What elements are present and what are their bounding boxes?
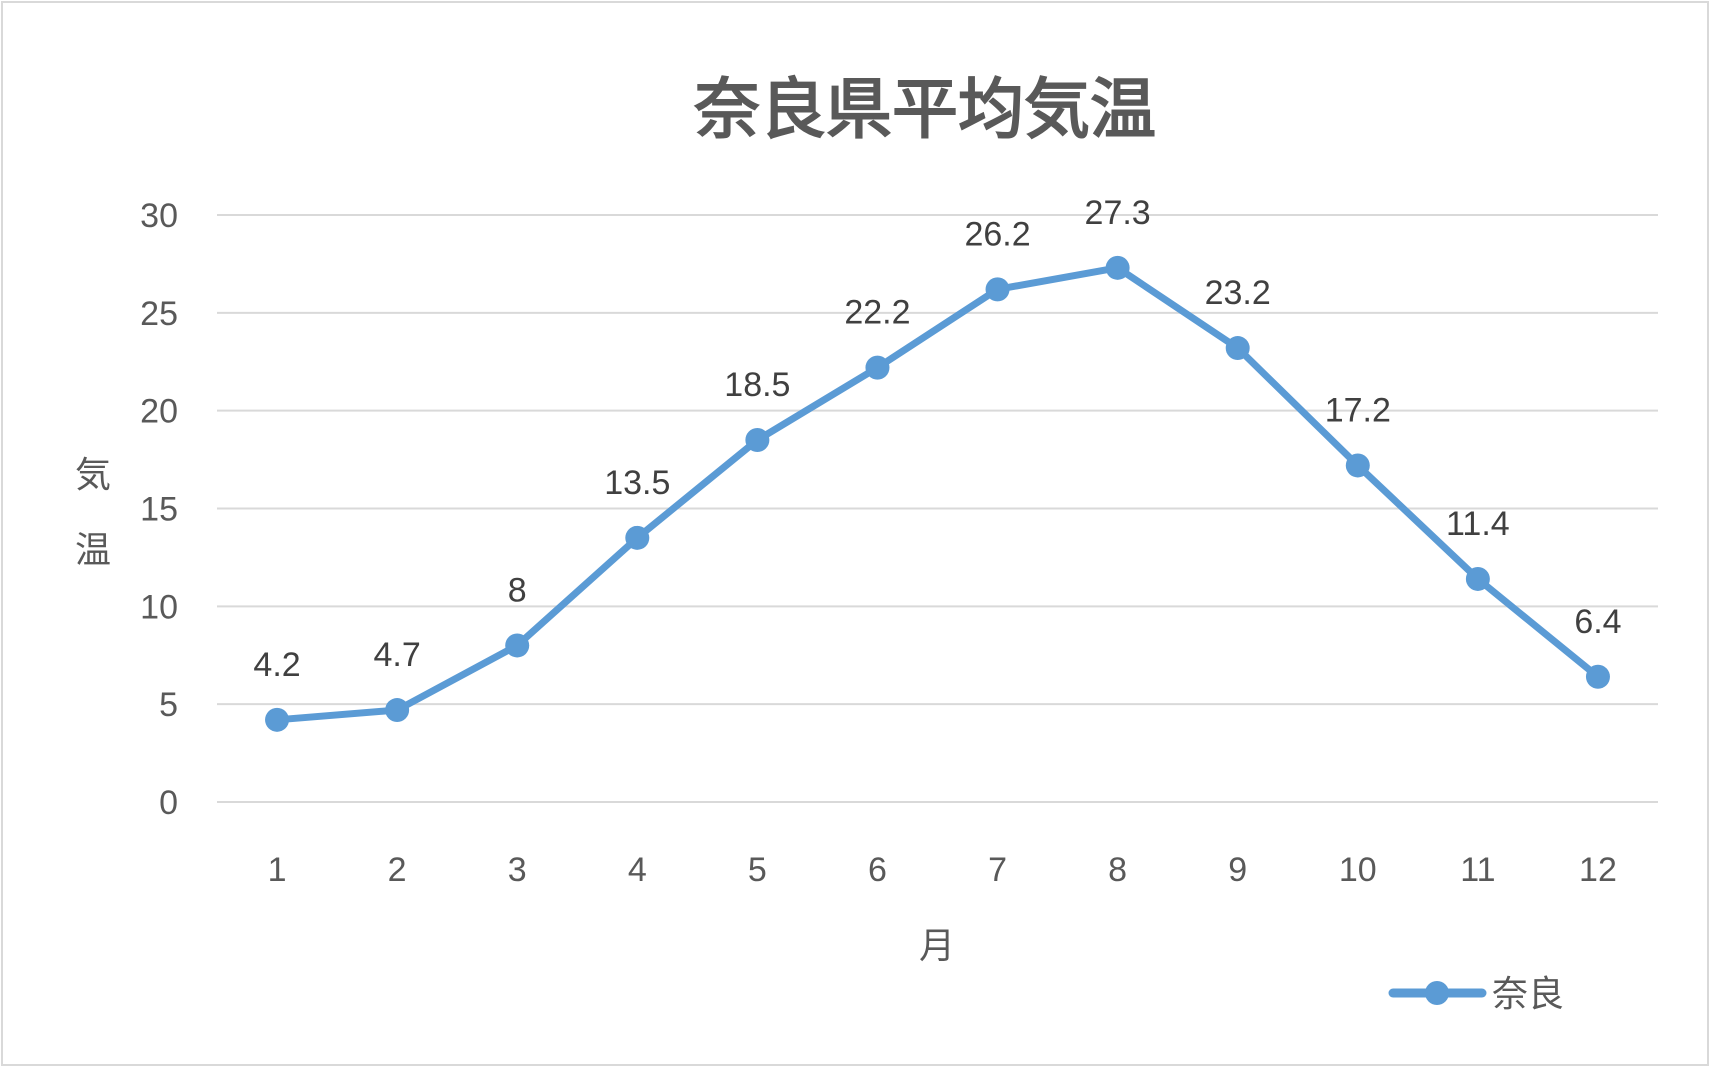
data-label: 26.2 [964,215,1030,253]
y-tick-label: 30 [140,197,178,235]
x-axis-label: 月 [919,926,955,967]
series-nara [265,255,1610,732]
data-label: 11.4 [1446,505,1510,543]
data-point[interactable] [745,428,770,453]
data-label: 8 [508,571,527,609]
y-tick-label: 0 [159,784,178,822]
y-tick-label: 5 [159,686,178,724]
legend[interactable]: 奈良 [1388,974,1564,1015]
data-label: 6.4 [1574,603,1621,641]
data-labels: 4.2 4.7 8 13.5 18.5 22.2 26.2 27.3 23.2 17.2 11.4 6… [253,194,1621,684]
y-axis-label: 気温 [75,455,111,571]
data-point[interactable] [1225,336,1250,361]
data-point[interactable] [1105,255,1130,280]
data-point[interactable] [865,355,890,380]
data-label: 17.2 [1325,391,1391,429]
data-label: 4.2 [253,646,300,684]
data-point[interactable] [1465,566,1490,591]
x-tick-label: 9 [1228,851,1247,889]
data-label: 4.7 [373,636,420,674]
data-label: 27.3 [1085,194,1151,232]
data-label: 23.2 [1205,274,1271,312]
data-point[interactable] [265,707,290,732]
data-point[interactable] [385,698,410,723]
x-tick-label: 12 [1579,851,1617,889]
x-tick-label: 4 [628,851,647,889]
chart-title: 奈良県平均気温 [693,71,1156,148]
data-point[interactable] [625,525,650,550]
x-axis-ticks: 1 2 3 4 5 6 7 8 9 10 11 12 [268,851,1617,889]
data-label: 22.2 [844,294,910,332]
y-tick-label: 15 [140,491,178,529]
y-axis-ticks: 0 5 10 15 20 25 30 [140,197,178,822]
data-point[interactable] [505,633,530,658]
x-tick-label: 3 [508,851,527,889]
x-tick-label: 5 [748,851,767,889]
gridlines [217,214,1658,803]
y-tick-label: 10 [140,588,178,626]
data-label: 13.5 [604,464,670,502]
y-tick-label: 20 [140,393,178,431]
x-tick-label: 7 [988,851,1007,889]
x-tick-label: 6 [868,851,887,889]
data-point[interactable] [1585,664,1610,689]
data-point[interactable] [1345,453,1370,478]
legend-marker-swatch [1425,981,1449,1005]
x-tick-label: 10 [1339,851,1377,889]
legend-label: 奈良 [1492,974,1564,1015]
data-point[interactable] [985,277,1010,302]
x-tick-label: 2 [388,851,407,889]
x-tick-label: 1 [268,851,287,889]
y-axis-label-char: 温 [75,530,111,571]
y-axis-label-char: 気 [75,455,111,496]
series-line [273,264,1602,724]
y-tick-label: 25 [140,295,178,333]
data-label: 18.5 [724,366,790,404]
x-tick-label: 8 [1108,851,1127,889]
x-tick-label: 11 [1460,851,1495,889]
